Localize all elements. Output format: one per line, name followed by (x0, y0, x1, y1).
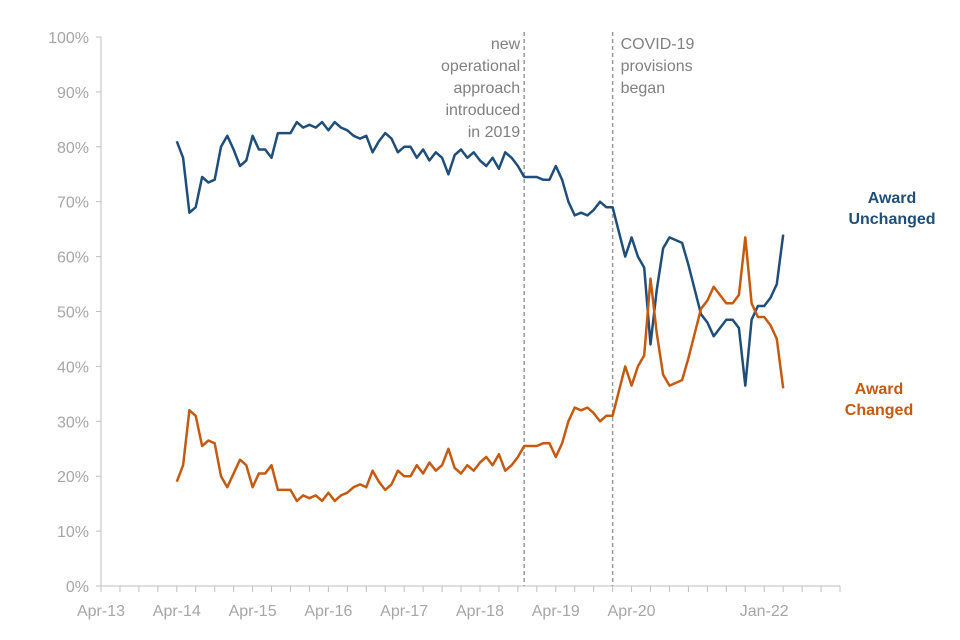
x-tick-label: Apr-15 (229, 603, 277, 620)
y-tick-label: 10% (57, 524, 89, 541)
x-tick-label: Apr-18 (456, 603, 504, 620)
annotation-text: began (621, 80, 666, 97)
y-tick-label: 100% (48, 30, 89, 47)
x-tick-label: Apr-17 (380, 603, 428, 620)
x-tick-label: Jan-22 (740, 603, 789, 620)
series-label: Changed (845, 402, 913, 419)
y-tick-label: 0% (66, 579, 89, 596)
annotations: new operational approach introduced in 2019 C… (441, 32, 695, 586)
series-label: Unchanged (848, 211, 935, 228)
series-line-award-changed (175, 236, 785, 503)
y-tick-label: 70% (57, 195, 89, 212)
annotation-text: approach (453, 80, 520, 97)
series-line-award-unchanged (175, 120, 785, 387)
y-tick-label: 50% (57, 305, 89, 322)
x-tick-label: Apr-13 (77, 603, 125, 620)
annotation-text: in 2019 (468, 124, 521, 141)
y-tick-label: 20% (57, 469, 89, 486)
x-tick-label: Apr-20 (608, 603, 656, 620)
series-label: Award (855, 381, 904, 398)
series-labels: Award Unchanged Award Changed (845, 190, 936, 419)
x-tick-label: Apr-19 (532, 603, 580, 620)
y-tick-label: 30% (57, 414, 89, 431)
annotation-text: introduced (445, 102, 520, 119)
y-tick-label: 40% (57, 359, 89, 376)
series-layer (175, 120, 785, 503)
annotation-text: operational (441, 58, 520, 75)
y-tick-label: 80% (57, 140, 89, 157)
annotation-text: provisions (621, 58, 693, 75)
x-axis: Apr-13 Apr-14 Apr-15 Apr-16 Apr-17 Apr-18 Apr-… (77, 585, 841, 620)
y-tick-label: 60% (57, 250, 89, 267)
annotation-text: COVID-19 (621, 36, 695, 53)
y-axis: 0% 10% 20% 30% 40% 50% 60% 70% 80% 90% 100% (48, 30, 102, 596)
x-tick-label: Apr-16 (304, 603, 352, 620)
series-label: Award (868, 190, 917, 207)
y-tick-label: 90% (57, 85, 89, 102)
annotation-text: new (491, 36, 521, 53)
x-tick-label: Apr-14 (153, 603, 201, 620)
